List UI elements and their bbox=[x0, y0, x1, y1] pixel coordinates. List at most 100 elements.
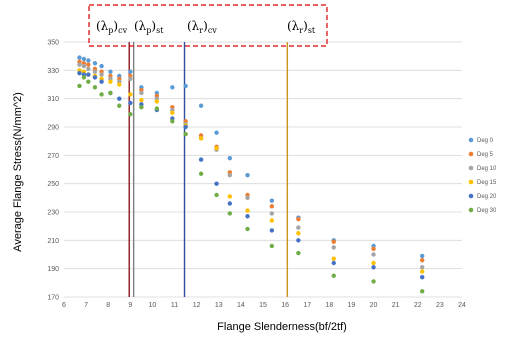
point-2-18 bbox=[331, 245, 336, 250]
point-0-12 bbox=[198, 103, 204, 108]
point-4-15 bbox=[245, 214, 250, 219]
point-2-3 bbox=[92, 69, 98, 74]
legend: Deg 0 Deg 5 Deg 10 Deg 15 Deg 20 Deg 30 bbox=[468, 137, 497, 214]
point-5-14 bbox=[227, 211, 233, 216]
legend-label-0: Deg 0 bbox=[477, 138, 494, 144]
x-axis-title: Flange Slenderness(bf/2tf) bbox=[217, 321, 347, 333]
point-3-10 bbox=[170, 110, 175, 116]
point-5-0 bbox=[77, 83, 82, 89]
y-tick-label: 290 bbox=[47, 125, 59, 132]
point-4-6 bbox=[117, 96, 122, 101]
point-4-17 bbox=[296, 238, 301, 243]
x-tick-label: 9 bbox=[128, 302, 132, 309]
y-tick-label: 310 bbox=[47, 96, 59, 103]
x-tick-label: 10 bbox=[149, 302, 157, 309]
point-3-19 bbox=[371, 260, 376, 266]
point-1-19 bbox=[371, 246, 376, 252]
x-tick-label: 20 bbox=[370, 302, 378, 309]
x-tick-label: 7 bbox=[84, 302, 88, 309]
point-5-13 bbox=[214, 192, 219, 198]
point-5-5 bbox=[108, 90, 113, 96]
point-0-4 bbox=[99, 63, 104, 69]
y-tick-label: 170 bbox=[47, 295, 59, 302]
point-4-18 bbox=[331, 260, 336, 266]
point-4-7 bbox=[128, 100, 133, 106]
y-tick-label: 270 bbox=[47, 153, 59, 160]
point-1-17 bbox=[296, 216, 301, 222]
point-3-12 bbox=[198, 136, 204, 141]
x-tick-label: 18 bbox=[325, 302, 333, 309]
point-0-10 bbox=[170, 85, 175, 90]
point-4-16 bbox=[269, 228, 275, 233]
point-0-11 bbox=[183, 83, 188, 89]
point-2-0 bbox=[77, 62, 82, 67]
point-5-16 bbox=[269, 243, 275, 249]
legend-label-1: Deg 5 bbox=[477, 152, 494, 158]
point-1-20 bbox=[420, 257, 425, 263]
point-0-16 bbox=[269, 198, 275, 203]
y-tick-label: 230 bbox=[47, 210, 59, 217]
point-0-0 bbox=[77, 55, 82, 60]
x-tick-label: 21 bbox=[392, 302, 400, 309]
legend-marker-1 bbox=[468, 151, 474, 157]
point-4-14 bbox=[227, 201, 233, 206]
point-5-4 bbox=[99, 92, 104, 97]
point-5-18 bbox=[331, 273, 336, 278]
point-2-1 bbox=[81, 63, 87, 69]
point-0-13 bbox=[214, 130, 219, 135]
legend-marker-4 bbox=[468, 193, 474, 199]
point-3-5 bbox=[108, 79, 113, 84]
point-3-18 bbox=[331, 256, 336, 261]
x-tick-label: 24 bbox=[458, 302, 466, 309]
point-5-15 bbox=[245, 226, 250, 232]
annotations: (λp)cv (λp)st (λr)cv (λr)st bbox=[96, 19, 316, 35]
x-tick-label: 6 bbox=[62, 302, 66, 309]
point-5-1 bbox=[81, 75, 87, 80]
point-2-7 bbox=[128, 76, 133, 82]
x-tick-label: 12 bbox=[193, 302, 201, 309]
point-3-8 bbox=[139, 97, 144, 103]
point-5-17 bbox=[296, 250, 301, 256]
point-2-20 bbox=[420, 265, 425, 270]
point-5-3 bbox=[92, 85, 98, 90]
point-3-13 bbox=[214, 146, 219, 151]
y-axis-title: Average Flange Stress(N/mm^2) bbox=[12, 92, 24, 252]
reference-line-label-2: (λr)cv bbox=[187, 19, 217, 35]
point-5-7 bbox=[128, 112, 133, 117]
point-5-12 bbox=[198, 171, 204, 176]
legend-label-5: Deg 30 bbox=[477, 208, 497, 214]
y-tick-label: 250 bbox=[47, 181, 59, 188]
point-5-11 bbox=[183, 131, 188, 137]
point-5-19 bbox=[371, 279, 376, 284]
point-4-2 bbox=[86, 72, 91, 77]
legend-marker-3 bbox=[468, 179, 474, 185]
point-4-4 bbox=[99, 79, 104, 84]
point-1-2 bbox=[86, 62, 91, 67]
point-2-15 bbox=[245, 195, 250, 201]
y-tick-label: 330 bbox=[47, 68, 59, 75]
point-3-9 bbox=[154, 99, 160, 104]
point-4-12 bbox=[198, 157, 204, 162]
y-tick-label: 190 bbox=[47, 266, 59, 273]
point-4-13 bbox=[214, 181, 219, 186]
point-2-17 bbox=[296, 225, 301, 230]
x-tick-label: 22 bbox=[414, 302, 422, 309]
point-2-14 bbox=[227, 172, 233, 178]
point-2-4 bbox=[99, 72, 104, 77]
x-tick-labels: 6 7 8 9 10 11 12 13 14 15 16 17 18 19 20 21 22 23 24 bbox=[62, 302, 466, 309]
x-tick-label: 16 bbox=[281, 302, 289, 309]
grid bbox=[64, 41, 462, 298]
point-0-15 bbox=[245, 172, 250, 178]
point-5-8 bbox=[139, 104, 144, 110]
point-2-19 bbox=[371, 252, 376, 257]
point-4-11 bbox=[183, 124, 188, 130]
data-points bbox=[77, 55, 425, 294]
point-2-8 bbox=[139, 90, 144, 96]
point-4-0 bbox=[77, 70, 82, 76]
point-5-6 bbox=[117, 103, 122, 108]
point-1-18 bbox=[331, 239, 336, 244]
y-tick-label: 210 bbox=[47, 238, 59, 245]
point-0-1 bbox=[81, 56, 87, 62]
point-4-3 bbox=[92, 75, 98, 80]
point-3-6 bbox=[117, 82, 122, 87]
